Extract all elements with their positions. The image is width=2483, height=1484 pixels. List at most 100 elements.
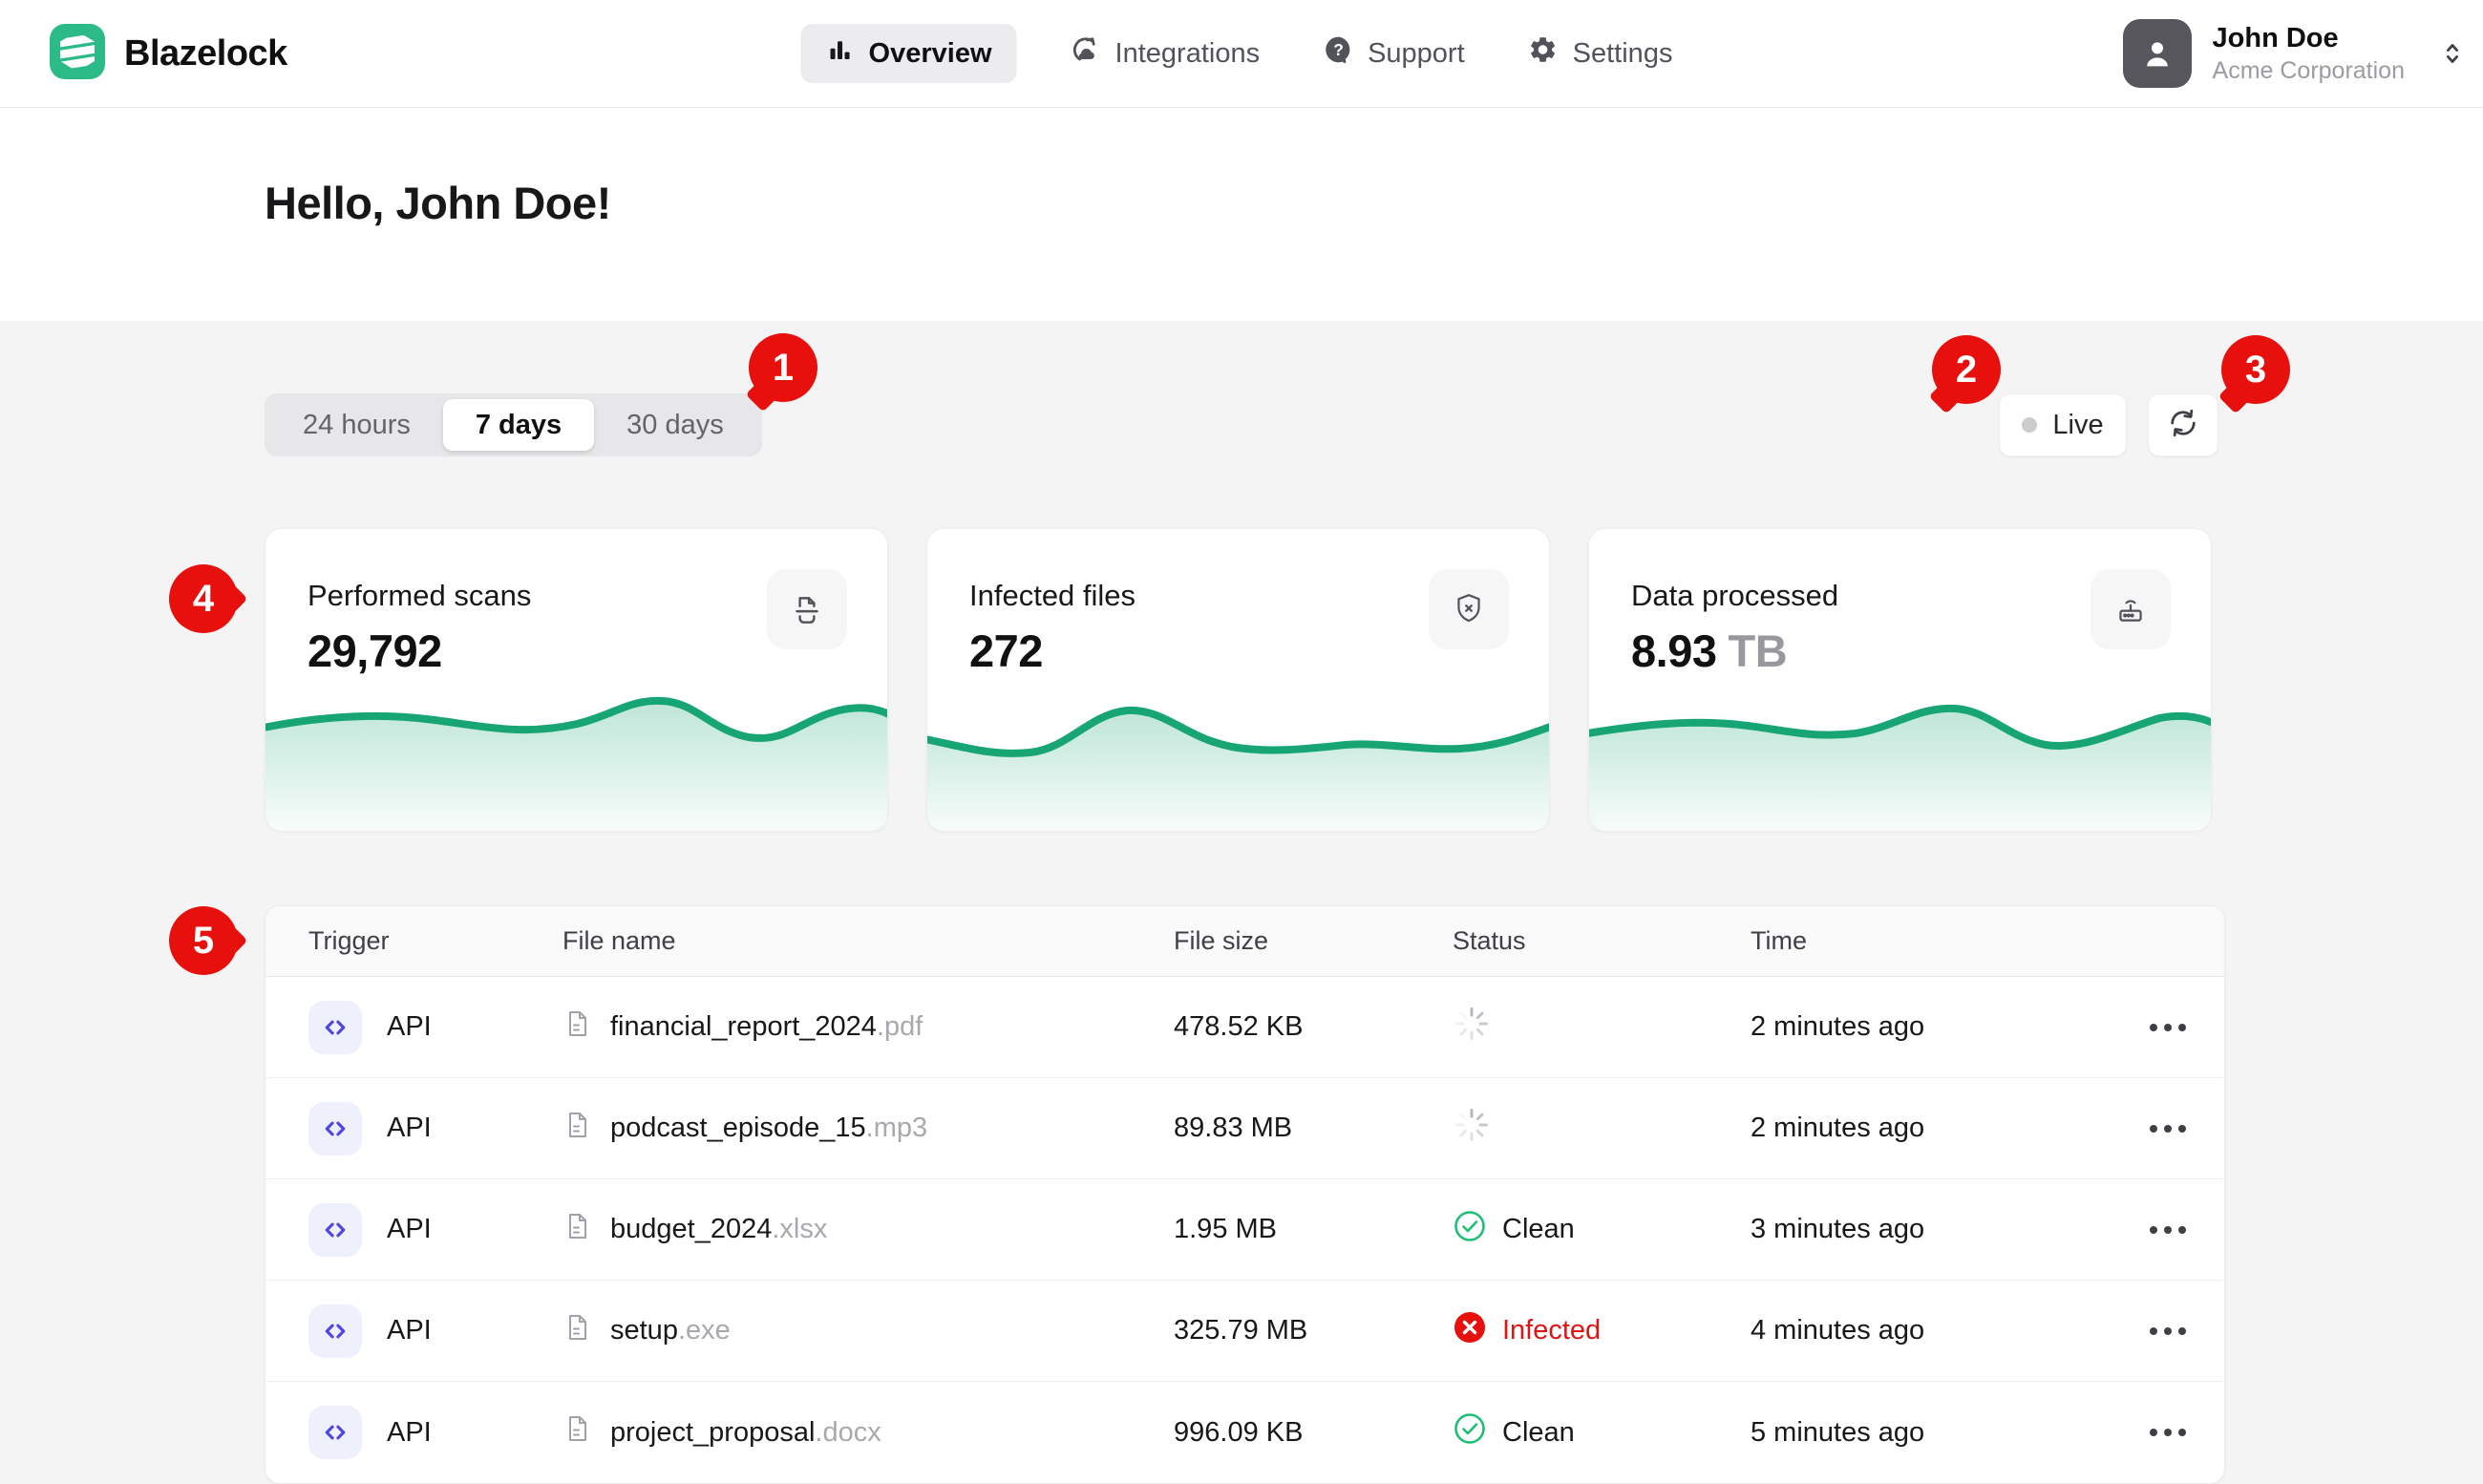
trigger-label: API xyxy=(387,1113,432,1144)
table-row[interactable]: API project_proposal.docx 996.09 KB Clea… xyxy=(265,1382,2224,1483)
stat-card-infected-files: Infected files 272 xyxy=(926,528,1550,832)
trigger-label: API xyxy=(387,1011,432,1043)
status-cell: Clean xyxy=(1453,1411,1751,1453)
column-header-time: Time xyxy=(1751,926,2133,956)
row-menu-icon[interactable] xyxy=(2133,1125,2224,1133)
user-menu[interactable]: John Doe Acme Corporation xyxy=(2123,0,2466,107)
live-label: Live xyxy=(2052,410,2103,441)
refresh-icon xyxy=(2169,409,2197,442)
question-circle-icon: ? xyxy=(1323,34,1353,73)
router-icon xyxy=(2090,569,2171,649)
status-cell xyxy=(1453,1005,1751,1050)
file-extension: .exe xyxy=(678,1315,731,1346)
top-bar: Blazelock Overview Integrations xyxy=(0,0,2483,108)
live-status-dot-icon xyxy=(2022,417,2037,433)
nav-tab-label: Settings xyxy=(1573,38,1673,70)
nav-tab-label: Integrations xyxy=(1115,38,1261,70)
file-icon xyxy=(562,1211,593,1249)
column-header-file-name: File name xyxy=(562,926,1174,956)
user-meta: John Doe Acme Corporation xyxy=(2213,21,2405,86)
range-7-days[interactable]: 7 days xyxy=(443,399,594,451)
range-30-days[interactable]: 30 days xyxy=(594,399,756,451)
x-circle-icon xyxy=(1453,1310,1487,1352)
file-name: setup xyxy=(610,1315,678,1346)
status-label: Clean xyxy=(1502,1417,1575,1449)
file-name: podcast_episode_15 xyxy=(610,1113,866,1143)
annotation-pin-4: 4 xyxy=(169,564,238,633)
scan-time: 4 minutes ago xyxy=(1751,1315,2133,1346)
spinner-icon xyxy=(1453,1005,1491,1050)
code-icon xyxy=(308,1406,362,1459)
file-icon xyxy=(562,1413,593,1452)
bar-chart-icon xyxy=(826,35,855,72)
nav-tab-overview[interactable]: Overview xyxy=(801,24,1017,83)
hero-section: Hello, John Doe! xyxy=(0,108,2483,321)
status-label: Clean xyxy=(1502,1214,1575,1245)
scan-time: 2 minutes ago xyxy=(1751,1011,2133,1043)
cloud-sync-icon xyxy=(1071,34,1101,73)
table-row[interactable]: API setup.exe 325.79 MB Infected 4 minut… xyxy=(265,1281,2224,1382)
spinner-icon xyxy=(1453,1106,1491,1152)
file-icon xyxy=(562,1008,593,1047)
file-extension: .pdf xyxy=(877,1011,923,1042)
scan-time: 3 minutes ago xyxy=(1751,1214,2133,1245)
file-name: project_proposal xyxy=(610,1417,815,1448)
file-size: 89.83 MB xyxy=(1174,1113,1453,1144)
chevron-up-down-icon xyxy=(2439,38,2466,69)
table-row[interactable]: API financial_report_2024.pdf 478.52 KB xyxy=(265,977,2224,1078)
nav-tab-support[interactable]: ? Support xyxy=(1313,24,1475,83)
file-size: 478.52 KB xyxy=(1174,1011,1453,1043)
column-header-file-size: File size xyxy=(1174,926,1453,956)
annotation-pin-2: 2 xyxy=(1932,335,2001,404)
nav-tab-integrations[interactable]: Integrations xyxy=(1061,24,1270,83)
file-size: 996.09 KB xyxy=(1174,1417,1453,1449)
row-menu-icon[interactable] xyxy=(2133,1327,2224,1335)
file-name: budget_2024 xyxy=(610,1214,772,1244)
sparkline-chart xyxy=(1588,668,2212,832)
scan-time: 2 minutes ago xyxy=(1751,1113,2133,1144)
row-menu-icon[interactable] xyxy=(2133,1429,2224,1436)
nav-tab-settings[interactable]: Settings xyxy=(1518,24,1683,83)
table-row[interactable]: API budget_2024.xlsx 1.95 MB Clean 3 min… xyxy=(265,1179,2224,1281)
svg-text:?: ? xyxy=(1333,40,1344,59)
brand: Blazelock xyxy=(50,0,287,107)
table-body: API financial_report_2024.pdf 478.52 KB xyxy=(265,977,2224,1483)
annotation-pin-1: 1 xyxy=(749,333,817,402)
sparkline-chart xyxy=(265,668,888,832)
main-nav: Overview Integrations ? Support xyxy=(801,0,1683,107)
time-range-toggle: 24 hours 7 days 30 days xyxy=(265,393,762,456)
refresh-button[interactable] xyxy=(2148,393,2218,456)
sparkline-chart xyxy=(926,668,1550,832)
trigger-label: API xyxy=(387,1315,432,1346)
status-label: Infected xyxy=(1502,1315,1601,1346)
stat-card-data-processed: Data processed 8.93 TB xyxy=(1588,528,2212,832)
row-menu-icon[interactable] xyxy=(2133,1226,2224,1234)
file-extension: .docx xyxy=(815,1417,881,1448)
annotation-pin-5: 5 xyxy=(169,906,238,975)
scan-activity-table: Trigger File name File size Status Time … xyxy=(265,905,2225,1484)
code-icon xyxy=(308,1001,362,1054)
scan-time: 5 minutes ago xyxy=(1751,1417,2133,1449)
stat-card-performed-scans: Performed scans 29,792 xyxy=(265,528,888,832)
code-icon xyxy=(308,1102,362,1155)
status-cell: Clean xyxy=(1453,1209,1751,1251)
code-icon xyxy=(308,1203,362,1257)
annotation-pin-3: 3 xyxy=(2221,335,2290,404)
table-header: Trigger File name File size Status Time xyxy=(265,906,2224,977)
stat-cards: Performed scans 29,792 Infected files 2 xyxy=(265,528,2212,832)
live-toggle-button[interactable]: Live xyxy=(1999,393,2127,456)
stat-title: Infected files xyxy=(969,579,1135,613)
page-greeting: Hello, John Doe! xyxy=(265,177,611,229)
user-org: Acme Corporation xyxy=(2213,56,2405,86)
code-icon xyxy=(308,1304,362,1358)
shield-x-icon xyxy=(1429,569,1509,649)
table-row[interactable]: API podcast_episode_15.mp3 89.83 MB xyxy=(265,1078,2224,1179)
scan-file-icon xyxy=(767,569,847,649)
check-circle-icon xyxy=(1453,1411,1487,1453)
row-menu-icon[interactable] xyxy=(2133,1024,2224,1031)
brand-logo-icon xyxy=(50,24,105,84)
brand-name: Blazelock xyxy=(124,33,287,74)
range-24-hours[interactable]: 24 hours xyxy=(270,399,443,451)
file-icon xyxy=(562,1110,593,1148)
trigger-label: API xyxy=(387,1214,432,1245)
